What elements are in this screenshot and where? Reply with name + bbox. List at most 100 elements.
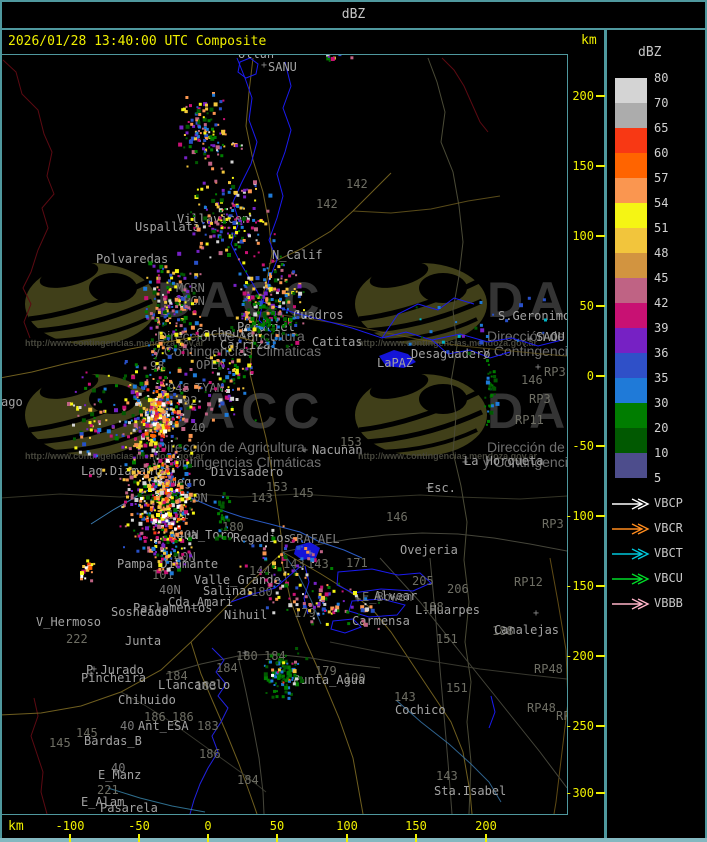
- colorbar-block: [615, 78, 647, 103]
- radar-echo: [228, 362, 231, 365]
- radar-echo: [281, 680, 284, 683]
- radar-echo: [283, 678, 286, 680]
- radar-echo: [277, 653, 281, 657]
- map-place-label: Catitas: [312, 335, 363, 349]
- radar-echo: [195, 121, 199, 125]
- bottom-axis-tick-mark: [415, 834, 417, 842]
- radar-echo: [323, 602, 327, 606]
- radar-echo: [139, 381, 144, 386]
- radar-echo: [156, 396, 161, 400]
- radar-echo: [218, 520, 222, 524]
- radar-echo: [162, 520, 166, 524]
- radar-echo: [255, 276, 260, 281]
- radar-echo-cluster: [67, 371, 121, 478]
- radar-echo: [492, 370, 496, 374]
- radar-echo: [143, 366, 147, 370]
- radar-echo: [150, 518, 154, 522]
- radar-echo: [169, 416, 173, 420]
- radar-echo: [93, 416, 96, 419]
- radar-echo: [109, 434, 113, 438]
- radar-echo: [197, 138, 201, 142]
- radar-echo: [234, 243, 238, 247]
- radar-echo: [210, 221, 213, 225]
- radar-echo: [184, 156, 188, 160]
- radar-echo: [284, 685, 289, 690]
- radar-echo: [84, 577, 87, 580]
- radar-echo: [171, 417, 175, 421]
- radar-echo: [165, 420, 170, 425]
- radar-echo: [222, 536, 227, 540]
- radar-echo: [455, 321, 458, 324]
- radar-echo: [177, 367, 181, 371]
- radar-echo: [187, 306, 191, 310]
- radar-echo: [216, 223, 219, 226]
- radar-echo: [152, 528, 155, 531]
- radar-echo: [171, 281, 175, 285]
- radar-echo: [208, 161, 213, 166]
- radar-echo: [306, 550, 310, 554]
- radar-echo: [143, 286, 148, 291]
- radar-echo: [184, 110, 188, 113]
- radar-echo: [286, 677, 290, 681]
- radar-echo: [161, 307, 165, 311]
- radar-echo: [272, 305, 275, 308]
- radar-echo: [304, 576, 307, 579]
- radar-echo: [272, 561, 276, 566]
- radar-echo: [228, 181, 231, 185]
- map-road-label: RP3: [529, 392, 551, 406]
- radar-echo: [178, 299, 181, 303]
- station-cross-marker: +: [242, 648, 248, 659]
- radar-echo: [144, 396, 148, 400]
- radar-echo: [213, 500, 217, 504]
- radar-echo: [159, 490, 164, 495]
- radar-echo: [226, 350, 229, 353]
- radar-echo: [168, 426, 171, 429]
- station-cross-marker: +: [88, 669, 94, 680]
- radar-echo: [281, 584, 285, 588]
- radar-echo: [212, 93, 216, 97]
- radar-echo: [156, 553, 160, 557]
- radar-echo: [172, 542, 175, 545]
- radar-echo: [182, 413, 185, 416]
- radar-echo: [265, 606, 269, 610]
- radar-echo: [182, 273, 186, 277]
- radar-echo: [248, 298, 252, 302]
- radar-echo: [273, 684, 276, 686]
- radar-echo: [216, 150, 219, 153]
- radar-echo: [152, 390, 155, 392]
- radar-echo: [137, 488, 141, 492]
- radar-echo: [408, 342, 412, 346]
- radar-echo: [153, 399, 158, 404]
- radar-echo: [204, 133, 209, 138]
- map-road-label: 145: [76, 726, 98, 740]
- map-road-label: RP48: [527, 701, 556, 715]
- right-axis-unit: km: [581, 33, 597, 48]
- radar-echo: [235, 231, 239, 234]
- radar-echo: [167, 471, 170, 475]
- colorbar-value-label: 35: [654, 371, 669, 385]
- radar-echo: [210, 118, 213, 121]
- radar-echo: [275, 591, 279, 595]
- radar-echo: [271, 332, 274, 335]
- radar-echo: [230, 408, 234, 411]
- radar-echo: [158, 531, 160, 534]
- radar-echo: [153, 509, 156, 512]
- radar-echo: [284, 544, 288, 548]
- vbbb-arrow-icon: [612, 598, 650, 610]
- radar-echo: [269, 660, 272, 664]
- radar-echo: [145, 502, 148, 505]
- radar-echo: [271, 536, 276, 541]
- radar-echo: [184, 510, 189, 515]
- radar-echo: [137, 446, 141, 450]
- radar-echo: [161, 543, 166, 548]
- radar-echo: [171, 455, 175, 459]
- radar-echo: [195, 161, 199, 165]
- radar-echo: [300, 545, 303, 548]
- radar-echo: [278, 658, 282, 662]
- radar-echo: [262, 547, 266, 551]
- radar-echo: [175, 562, 178, 565]
- radar-echo: [162, 367, 166, 371]
- map-place-label: Carrizal: [220, 338, 278, 352]
- radar-echo: [177, 275, 180, 277]
- radar-echo: [148, 439, 150, 442]
